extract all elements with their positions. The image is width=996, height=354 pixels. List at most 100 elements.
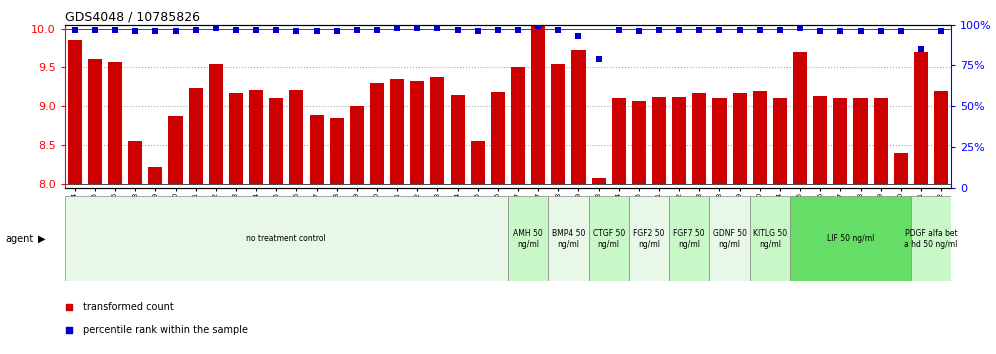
Point — [933, 28, 949, 34]
Point — [87, 27, 103, 33]
Bar — [709, 196, 750, 281]
Bar — [750, 196, 790, 281]
Bar — [430, 77, 444, 184]
Bar — [592, 178, 606, 184]
Bar — [551, 64, 566, 184]
Bar — [669, 196, 709, 281]
Bar — [269, 98, 283, 184]
Bar — [168, 115, 182, 184]
Text: LIF 50 ng/ml: LIF 50 ng/ml — [827, 234, 874, 244]
Bar — [911, 196, 951, 281]
Bar — [834, 98, 848, 184]
Text: CTGF 50
ng/ml: CTGF 50 ng/ml — [593, 229, 624, 249]
Point — [309, 28, 325, 34]
Bar — [188, 88, 203, 184]
Point — [268, 27, 284, 33]
Point — [853, 28, 869, 34]
Point — [292, 222, 308, 228]
Bar — [390, 79, 404, 184]
Bar — [108, 62, 123, 184]
Bar — [733, 93, 747, 184]
Point — [147, 28, 163, 34]
Point — [470, 28, 486, 34]
Text: ▶: ▶ — [38, 234, 46, 244]
Text: FGF7 50
ng/ml: FGF7 50 ng/ml — [673, 229, 705, 249]
Point — [872, 28, 888, 34]
Bar — [893, 153, 908, 184]
Bar — [612, 98, 625, 184]
Bar — [652, 97, 666, 184]
Bar — [511, 67, 525, 184]
Bar — [88, 59, 102, 184]
Bar — [310, 115, 324, 184]
Bar — [350, 106, 364, 184]
Text: KITLG 50
ng/ml: KITLG 50 ng/ml — [753, 229, 787, 249]
Text: no treatment control: no treatment control — [246, 234, 327, 244]
Point — [349, 27, 365, 33]
Bar — [209, 64, 223, 184]
Point — [530, 24, 546, 29]
Point — [67, 27, 83, 33]
Text: PDGF alfa bet
a hd 50 ng/ml: PDGF alfa bet a hd 50 ng/ml — [904, 229, 958, 249]
Bar — [753, 91, 767, 184]
Point — [409, 25, 425, 31]
Bar — [692, 93, 706, 184]
Bar — [65, 196, 508, 281]
Point — [167, 28, 183, 34]
Bar — [873, 98, 887, 184]
Bar — [572, 50, 586, 184]
Point — [389, 25, 405, 31]
Bar — [148, 167, 162, 184]
Point — [127, 28, 143, 34]
Point — [329, 28, 345, 34]
Bar — [410, 81, 424, 184]
Point — [490, 27, 506, 33]
Point — [449, 27, 465, 33]
Bar — [914, 52, 928, 184]
Point — [228, 27, 244, 33]
Point — [370, 27, 385, 33]
Text: GDS4048 / 10785826: GDS4048 / 10785826 — [65, 11, 200, 24]
Bar — [471, 141, 485, 184]
Point — [248, 27, 264, 33]
Bar — [854, 98, 868, 184]
Point — [630, 28, 646, 34]
Bar — [128, 141, 142, 184]
Bar — [548, 196, 589, 281]
Point — [651, 27, 667, 33]
Point — [187, 27, 203, 33]
Bar — [491, 92, 505, 184]
Bar — [628, 196, 669, 281]
Text: FGF2 50
ng/ml: FGF2 50 ng/ml — [633, 229, 664, 249]
Point — [292, 13, 308, 18]
Text: transformed count: transformed count — [83, 302, 173, 312]
Point — [591, 56, 607, 62]
Point — [711, 27, 727, 33]
Point — [551, 27, 567, 33]
Point — [208, 25, 224, 31]
Bar — [790, 196, 911, 281]
Bar — [229, 93, 243, 184]
Bar — [773, 98, 787, 184]
Bar — [531, 26, 545, 184]
Bar — [631, 101, 646, 184]
Bar — [589, 196, 628, 281]
Point — [813, 28, 829, 34]
Bar — [450, 95, 465, 184]
Point — [732, 27, 748, 33]
Point — [792, 25, 808, 31]
Point — [752, 27, 768, 33]
Point — [571, 33, 587, 39]
Bar — [68, 40, 82, 184]
Point — [671, 27, 687, 33]
Point — [289, 28, 305, 34]
Point — [611, 27, 626, 33]
Point — [510, 27, 526, 33]
Text: percentile rank within the sample: percentile rank within the sample — [83, 325, 248, 335]
Point — [833, 28, 849, 34]
Bar — [330, 118, 344, 184]
Text: agent: agent — [5, 234, 33, 244]
Point — [108, 27, 124, 33]
Bar — [934, 91, 948, 184]
Bar — [508, 196, 548, 281]
